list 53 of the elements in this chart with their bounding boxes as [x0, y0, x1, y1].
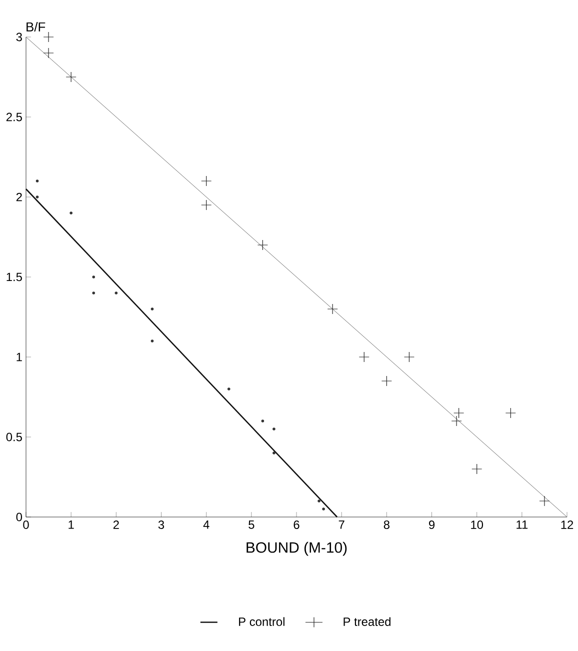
point — [404, 352, 414, 362]
y-tick-label: 1 — [16, 352, 22, 362]
point — [318, 500, 320, 502]
point — [92, 276, 96, 278]
y-tick-label: 2.5 — [6, 112, 22, 122]
y-tick-label: 0.5 — [6, 432, 22, 442]
point — [36, 196, 39, 198]
x-tick-label: 9 — [428, 520, 435, 529]
point — [261, 420, 264, 422]
point — [381, 376, 392, 386]
point — [454, 408, 464, 418]
legend-label: P treated — [344, 617, 390, 626]
y-tick-label: 3 — [16, 32, 22, 42]
point — [327, 304, 338, 314]
y-tick-label: 2 — [16, 192, 22, 202]
x-tick-label: 12 — [561, 520, 574, 529]
point — [539, 496, 550, 506]
point — [201, 176, 212, 186]
point — [150, 340, 154, 342]
x-tick-label: 1 — [68, 520, 74, 529]
x-tick-label: 0 — [23, 520, 29, 529]
point — [257, 240, 268, 250]
point — [272, 452, 276, 454]
point — [451, 416, 462, 426]
point — [272, 428, 276, 430]
x-tick-label: 11 — [516, 520, 528, 529]
x-axis-title: BOUND (M-10) — [246, 542, 347, 556]
point — [92, 292, 96, 294]
point — [150, 308, 154, 310]
legend-label: P control — [239, 617, 284, 626]
point — [70, 212, 72, 214]
y-axis-title: B/F — [26, 22, 46, 32]
x-tick-label: 8 — [384, 520, 390, 529]
point — [472, 464, 482, 474]
point — [43, 48, 54, 58]
point — [114, 292, 118, 294]
point — [505, 408, 516, 418]
point — [36, 180, 39, 182]
x-tick-label: 6 — [294, 520, 300, 529]
x-tick-label: 10 — [471, 520, 484, 529]
x-tick-label: 3 — [158, 520, 164, 529]
x-tick-label: 5 — [248, 520, 254, 529]
point — [66, 72, 76, 82]
point — [43, 32, 54, 42]
point — [227, 388, 230, 390]
y-tick-label: 1.5 — [6, 272, 22, 282]
x-tick-label: 4 — [203, 520, 210, 529]
x-tick-label: 2 — [113, 520, 119, 529]
point — [201, 200, 212, 210]
point — [358, 352, 370, 362]
point — [322, 508, 325, 510]
y-tick-label: 0 — [16, 512, 22, 522]
x-tick-label: 7 — [338, 520, 344, 529]
